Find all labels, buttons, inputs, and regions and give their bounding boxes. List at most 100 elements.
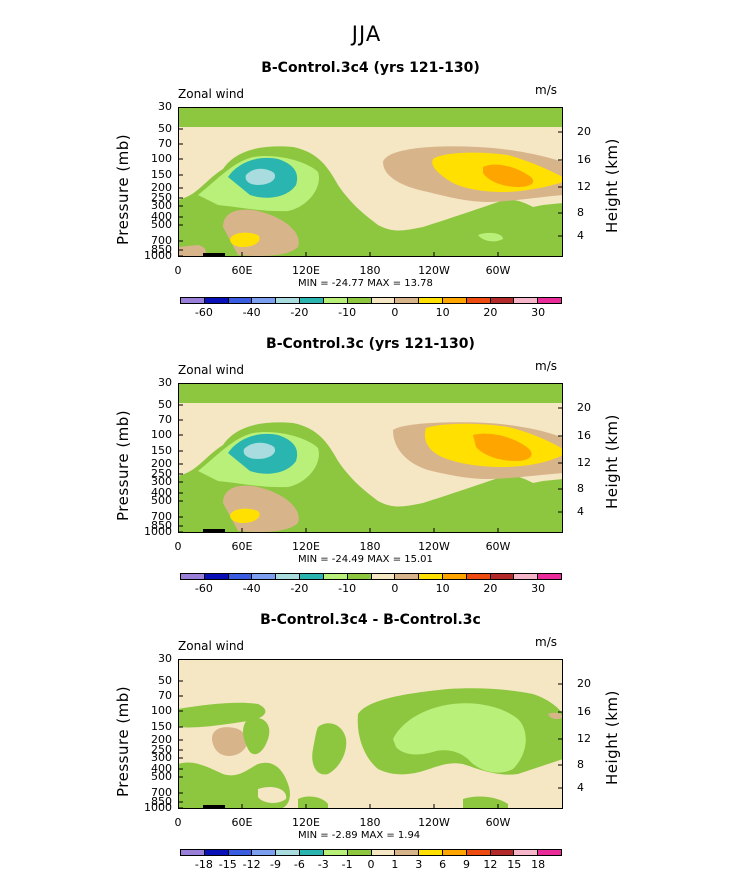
contour-region xyxy=(203,253,225,257)
contour-region xyxy=(203,805,225,809)
colorbar-label: -20 xyxy=(290,306,309,319)
colorbar-swatch xyxy=(204,574,229,579)
y-tick-label: 300 xyxy=(151,199,172,212)
colorbar xyxy=(180,849,562,856)
x-tick-label: 0 xyxy=(174,816,182,829)
y2-tick-label: 8 xyxy=(577,206,584,219)
y-tick-label: 250 xyxy=(151,191,172,204)
contour-region xyxy=(230,232,260,247)
colorbar-swatch xyxy=(442,574,467,579)
y-tick-label: 400 xyxy=(151,210,172,223)
colorbar-swatch xyxy=(300,298,324,303)
x-tick-label: 120W xyxy=(418,540,450,553)
y-tick-label: 400 xyxy=(151,486,172,499)
y-tick-label: 850 xyxy=(151,243,172,256)
contour-region xyxy=(393,703,526,773)
contour-region xyxy=(478,232,503,242)
y-tick-label: 1000 xyxy=(144,525,172,538)
contour-region xyxy=(245,168,276,185)
colorbar-swatch xyxy=(395,850,420,855)
y-tick-label: 150 xyxy=(151,168,172,181)
contour-region xyxy=(473,433,532,461)
x-tick-label: 180 xyxy=(359,264,381,277)
colorbar-swatch xyxy=(419,850,443,855)
y-tick-label: 30 xyxy=(158,100,172,113)
colorbar-swatch xyxy=(538,850,561,855)
colorbar-label: -12 xyxy=(242,858,261,871)
y-tick-label: 30 xyxy=(158,652,172,665)
y-tick-label: 150 xyxy=(151,720,172,733)
colorbar-label: 0 xyxy=(391,306,399,319)
y-tick-label: 700 xyxy=(151,510,172,523)
colorbar-label: 0 xyxy=(391,582,399,595)
colorbar-label: -18 xyxy=(194,858,213,871)
y-axis-label: Pressure (mb) xyxy=(114,133,132,245)
colorbar-swatch xyxy=(323,574,348,579)
colorbar-label: -3 xyxy=(317,858,329,871)
colorbar-swatch xyxy=(204,850,229,855)
y-tick-label: 50 xyxy=(158,674,172,687)
x-tick-label: 120W xyxy=(418,264,450,277)
x-tick-label: 60E xyxy=(231,264,253,277)
y-tick-label: 70 xyxy=(158,137,172,150)
y-tick-label: 100 xyxy=(151,428,172,441)
colorbar-swatch xyxy=(347,298,372,303)
colorbar-swatch xyxy=(228,574,253,579)
y-tick-label: 300 xyxy=(151,751,172,764)
contour-region xyxy=(230,508,260,523)
colorbar-swatch xyxy=(490,850,515,855)
variable-label: Zonal wind xyxy=(178,639,245,653)
colorbar-swatch xyxy=(181,298,205,303)
colorbar-label: 20 xyxy=(483,582,498,595)
colorbar xyxy=(180,573,562,580)
colorbar-swatch xyxy=(228,850,253,855)
y2-tick-label: 4 xyxy=(577,505,584,518)
colorbar-swatch xyxy=(466,298,491,303)
x-tick-label: 0 xyxy=(174,540,182,553)
y-tick-label: 70 xyxy=(158,413,172,426)
contour-plot-1 xyxy=(178,107,563,257)
contour-region xyxy=(178,702,266,728)
colorbar-label: -9 xyxy=(270,858,281,871)
y2-tick-label: 16 xyxy=(577,153,591,166)
colorbar-swatch xyxy=(204,298,229,303)
y-tick-label: 700 xyxy=(151,786,172,799)
colorbar-label: 15 xyxy=(507,858,522,871)
colorbar-swatch xyxy=(419,298,443,303)
colorbar-swatch xyxy=(252,574,277,579)
x-tick-label: 0 xyxy=(174,264,182,277)
colorbar-swatch xyxy=(371,574,396,579)
y-tick-label: 850 xyxy=(151,795,172,808)
contour-region xyxy=(178,245,206,257)
y-tick-label: 700 xyxy=(151,234,172,247)
contour-region xyxy=(243,717,270,755)
colorbar-swatch xyxy=(538,298,561,303)
x-tick-label: 60E xyxy=(231,816,253,829)
colorbar-swatch xyxy=(395,574,420,579)
colorbar-label: 18 xyxy=(531,858,546,871)
min-max-text: MIN = -24.77 MAX = 13.78 xyxy=(298,278,433,289)
colorbar-label: -60 xyxy=(194,306,213,319)
colorbar-label: -20 xyxy=(290,582,309,595)
colorbar-label: -1 xyxy=(341,858,353,871)
y-tick-label: 200 xyxy=(151,733,172,746)
colorbar-swatch xyxy=(276,850,301,855)
colorbar-swatch xyxy=(276,574,301,579)
y-tick-label: 250 xyxy=(151,743,172,756)
colorbar-label: 6 xyxy=(439,858,447,871)
colorbar-swatch xyxy=(538,574,561,579)
colorbar-label: -60 xyxy=(194,582,213,595)
y2-tick-label: 20 xyxy=(577,401,591,414)
colorbar-swatch xyxy=(300,574,324,579)
y2-tick-label: 20 xyxy=(577,677,591,690)
y-tick-label: 300 xyxy=(151,475,172,488)
colorbar-swatch xyxy=(371,850,396,855)
colorbar-label: 9 xyxy=(463,858,470,871)
y-tick-label: 200 xyxy=(151,457,172,470)
panel-title: B-Control.3c4 - B-Control.3c xyxy=(260,612,481,628)
y-axis-label: Pressure (mb) xyxy=(114,685,132,797)
x-tick-label: 120E xyxy=(292,264,320,277)
colorbar-swatch xyxy=(514,298,539,303)
colorbar-swatch xyxy=(347,574,372,579)
y2-tick-label: 4 xyxy=(577,781,584,794)
